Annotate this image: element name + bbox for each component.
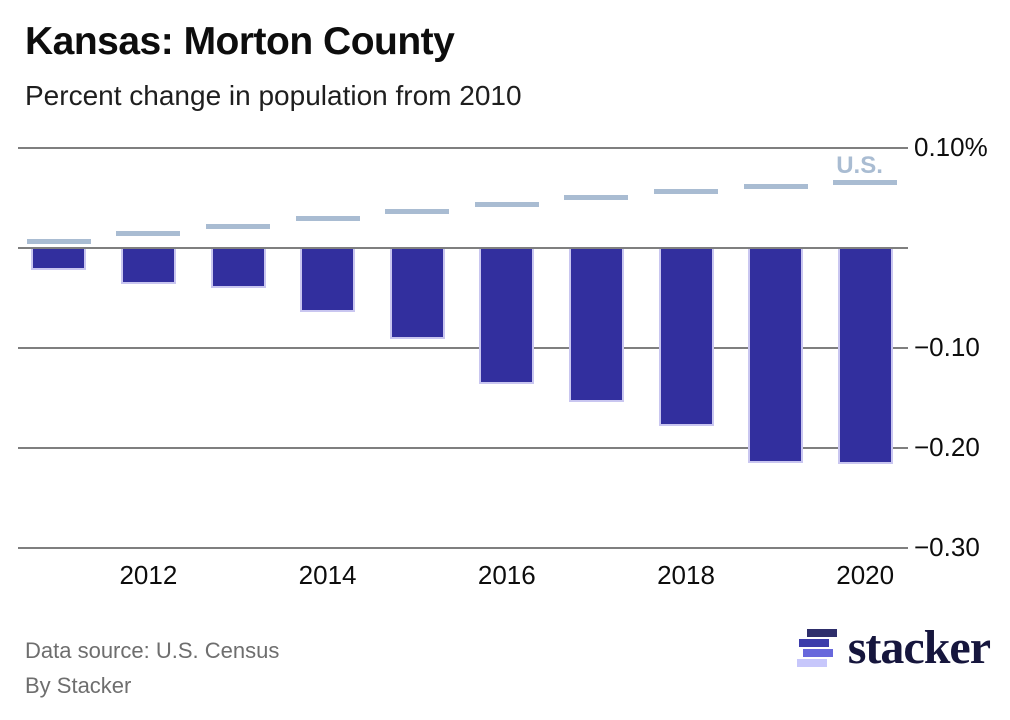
y-axis-tick-label: 0.10% (914, 131, 988, 162)
gridline (18, 147, 908, 149)
y-axis-tick-label: −0.10 (914, 331, 980, 362)
footer-source-block: Data source: U.S. Census By Stacker (25, 633, 279, 703)
us-dash-2013 (206, 223, 270, 229)
chart-subtitle: Percent change in population from 2010 (25, 80, 522, 111)
us-dash-2019 (743, 183, 808, 189)
bar-2019 (748, 249, 804, 463)
y-axis-tick-label: −0.20 (914, 431, 980, 462)
stacker-logo-bar (806, 629, 837, 637)
bar-2014 (300, 249, 356, 312)
x-axis-tick-label: 2020 (836, 560, 895, 590)
zero-baseline (18, 247, 908, 249)
us-dash-2015 (385, 208, 450, 214)
gridline (18, 347, 908, 349)
us-dash-2018 (654, 188, 718, 194)
us-dash-2011 (26, 238, 91, 244)
stacker-logo-bar (798, 639, 829, 647)
us-series-label: U.S. (836, 152, 883, 179)
us-dash-2020 (833, 179, 898, 185)
stacker-logo-bar (802, 649, 833, 657)
byline-text: By Stacker (25, 673, 132, 698)
us-dash-2017 (564, 194, 629, 200)
chart-title: Kansas: Morton County (25, 20, 455, 63)
x-axis-tick-label: 2016 (477, 560, 536, 590)
x-axis-tick-label: 2018 (657, 560, 715, 590)
bar-2015 (389, 249, 445, 339)
bar-2012 (120, 249, 176, 284)
stacker-wordmark: stacker (847, 621, 991, 674)
stacker-logo-bar (796, 659, 827, 667)
stacker-logo: stacker (796, 621, 991, 674)
data-source-text: Data source: U.S. Census (25, 638, 280, 663)
us-dash-2012 (116, 230, 181, 236)
bar-2018 (658, 249, 714, 426)
bar-2020 (837, 249, 893, 464)
x-axis-tick-label: 2014 (298, 560, 357, 590)
bar-2011 (31, 249, 87, 270)
y-axis-tick-label: −0.30 (914, 531, 980, 562)
gridline (18, 447, 908, 449)
bar-2013 (210, 249, 266, 288)
us-dash-2016 (474, 201, 539, 207)
gridline (18, 547, 908, 549)
bar-2016 (479, 249, 535, 384)
x-axis-tick-label: 2012 (119, 560, 178, 590)
bar-2017 (568, 249, 624, 402)
stacker-logo-icon (796, 629, 838, 667)
us-dash-2014 (295, 215, 360, 221)
